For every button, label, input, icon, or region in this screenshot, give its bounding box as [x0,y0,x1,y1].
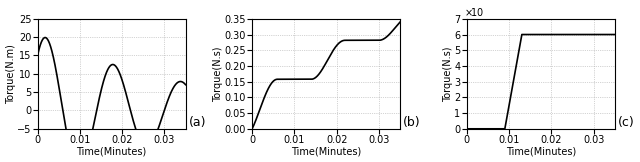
X-axis label: Time(Minutes): Time(Minutes) [506,146,576,156]
Text: (c): (c) [618,116,634,129]
Y-axis label: Torque(N.s): Torque(N.s) [213,46,223,102]
Text: (a): (a) [189,116,206,129]
Text: $\times\!10$: $\times\!10$ [464,6,484,18]
Y-axis label: Torque(N.m): Torque(N.m) [6,44,15,104]
X-axis label: Time(Minutes): Time(Minutes) [291,146,362,156]
Text: (b): (b) [403,116,420,129]
Y-axis label: Torque(N.s): Torque(N.s) [443,46,453,102]
X-axis label: Time(Minutes): Time(Minutes) [76,146,147,156]
